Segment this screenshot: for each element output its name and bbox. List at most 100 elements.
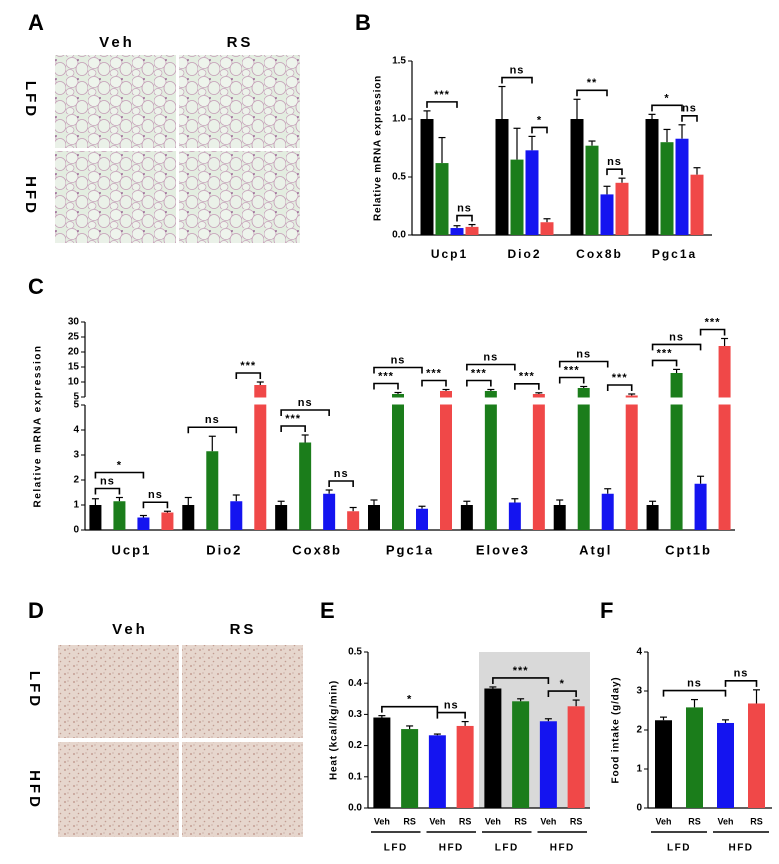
y-tick-label: 5: [73, 392, 79, 403]
x-tick-label: Ucp1: [112, 542, 152, 557]
panel-letter: C: [28, 274, 44, 299]
significance-label: ns: [205, 414, 220, 426]
y-tick-label: 5: [73, 400, 79, 411]
significance-bracket: [466, 379, 492, 387]
significance-label: *: [537, 114, 542, 126]
significance-label: ***: [471, 367, 487, 379]
histology-image: [179, 151, 300, 243]
bar: [495, 119, 509, 235]
group-label: HFD: [439, 843, 464, 854]
histology-image: [182, 645, 303, 738]
significance-bracket: [651, 359, 678, 367]
significance-bracket: [94, 487, 121, 495]
bar: [392, 394, 404, 530]
panel-letter: B: [355, 10, 371, 35]
x-tick-label: RS: [688, 816, 701, 826]
bar: [206, 451, 219, 530]
bar: [460, 505, 473, 530]
bar: [670, 373, 683, 530]
significance-bracket: [94, 471, 145, 479]
bar: [625, 395, 638, 530]
group-label: HFD: [550, 843, 575, 854]
bar: [539, 721, 557, 808]
x-tick-label: RS: [403, 816, 416, 826]
significance-bracket: [466, 363, 516, 371]
bar: [113, 501, 126, 530]
significance-label: ***: [426, 367, 442, 379]
x-tick-label: RS: [570, 816, 583, 826]
significance-label: *: [407, 694, 412, 706]
significance-bracket: [606, 168, 623, 176]
bar: [347, 511, 360, 530]
significance-bracket: [280, 425, 306, 432]
bar: [89, 505, 102, 530]
axis-break: [82, 397, 735, 405]
x-tick-label: Veh: [374, 816, 390, 826]
significance-bracket: [606, 384, 633, 391]
bar: [512, 701, 530, 808]
x-tick-label: Ucp1: [431, 247, 468, 261]
x-tick-label: RS: [514, 816, 527, 826]
bar: [416, 508, 428, 530]
column-label: RS: [230, 621, 257, 638]
row-label: LFD: [26, 671, 43, 709]
histology-image: [58, 742, 179, 837]
significance-bracket: [651, 343, 702, 351]
bar: [275, 505, 288, 530]
bar: [484, 688, 502, 808]
y-axis-label: Heat (kcal/kg/min): [329, 680, 340, 780]
column-label: Veh: [99, 34, 135, 51]
significance-label: ***: [434, 89, 450, 101]
histology-image: [55, 55, 176, 148]
bar: [532, 394, 545, 530]
x-tick-label: Cpt1b: [665, 542, 712, 557]
significance-label: ***: [513, 665, 529, 677]
bar: [323, 493, 336, 530]
significance-bracket: [492, 677, 550, 684]
significance-bracket: [373, 382, 399, 390]
group-label: HFD: [728, 843, 753, 854]
y-axis-label: Relative mRNA expression: [373, 75, 384, 221]
bar: [182, 505, 195, 530]
x-tick-label: RS: [750, 816, 763, 826]
bar: [137, 517, 150, 530]
bar: [484, 391, 497, 530]
significance-bracket: [421, 379, 447, 387]
x-tick-label: Veh: [540, 816, 556, 826]
bar: [567, 706, 585, 808]
panel-letter: F: [600, 598, 613, 623]
row-label: HFD: [22, 176, 39, 216]
significance-bracket: [681, 115, 698, 122]
y-tick-label: 1: [636, 764, 642, 775]
x-tick-label: Veh: [485, 816, 501, 826]
significance-bracket: [558, 360, 609, 368]
y-tick-label: 4: [636, 647, 642, 658]
panel-letter: A: [28, 10, 44, 35]
y-tick-label: 2: [73, 475, 79, 486]
bar: [456, 725, 474, 808]
bar: [440, 391, 452, 530]
significance-label: ns: [391, 354, 406, 366]
x-tick-label: Veh: [717, 816, 733, 826]
significance-label: ***: [564, 364, 580, 376]
bar: [401, 729, 419, 808]
bar: [600, 194, 614, 235]
histology-image: [58, 645, 179, 738]
y-tick-label: 0.4: [348, 678, 362, 689]
y-tick-label: 1.5: [392, 56, 406, 67]
y-tick-label: 0.2: [348, 740, 362, 751]
x-tick-label: Veh: [655, 816, 671, 826]
x-tick-label: Atgl: [579, 542, 612, 557]
histology-image: [55, 151, 176, 243]
x-tick-label: Dio2: [206, 542, 242, 557]
significance-bracket: [456, 214, 473, 222]
group-label: LFD: [495, 843, 519, 854]
y-tick-label: 30: [68, 317, 80, 328]
group-label: LFD: [667, 843, 691, 854]
bar: [585, 145, 599, 235]
significance-label: *: [664, 92, 669, 104]
significance-label: ns: [148, 489, 163, 501]
significance-label: ***: [519, 371, 535, 383]
significance-label: ns: [483, 351, 498, 363]
y-axis-label: Relative mRNA expression: [33, 345, 44, 508]
